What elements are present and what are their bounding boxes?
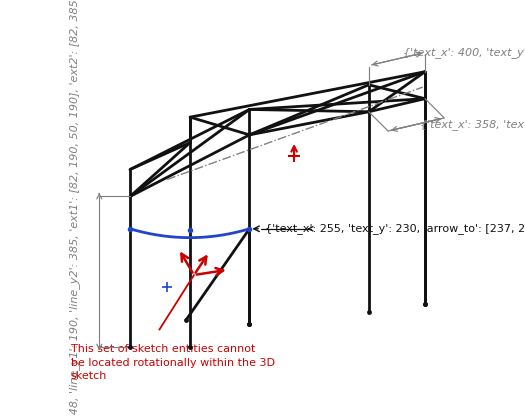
Text: {'text_x': 255, 'text_y': 230, 'arrow_to': [237, 232], 'leader_end': [330, 230]}: {'text_x': 255, 'text_y': 230, 'arrow_to…: [265, 223, 525, 234]
Text: {'text_x': 5, 'text_y': 290, 'line_x': 48, 'line_y1': 190, 'line_y2': 385, 'ext1: {'text_x': 5, 'text_y': 290, 'line_x': 4…: [69, 0, 80, 418]
Text: {'text_x': 400, 'text_y': 15, 'arrow_x1': 320, 'arrow_y1': 35, 'arrow_x2': 465, : {'text_x': 400, 'text_y': 15, 'arrow_x1'…: [403, 47, 525, 58]
Text: This set of sketch entities cannot
be located rotationally within the 3D
sketch: This set of sketch entities cannot be lo…: [71, 344, 275, 381]
Text: {'text_x': 358, 'text_y': 190, 'line': [392, 205, 465, 190], 'ext1': [392, 79, 4: {'text_x': 358, 'text_y': 190, 'line': […: [420, 119, 525, 130]
